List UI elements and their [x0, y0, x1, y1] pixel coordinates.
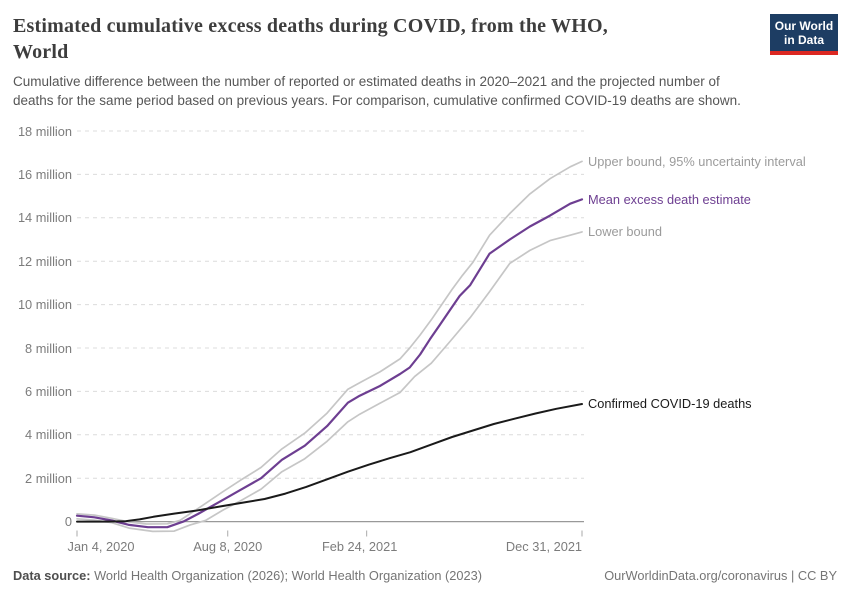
series-label-upper-bound-95-uncertainty-interval: Upper bound, 95% uncertainty interval [588, 153, 806, 169]
x-tick-label-jan-4-2020: Jan 4, 2020 [67, 539, 135, 554]
series-line-mean-excess-death-estimate [75, 198, 584, 529]
owid-logo-underline [770, 51, 838, 55]
y-tick-label-8-million: 8 million [25, 340, 72, 356]
x-tick-label-aug-8-2020: Aug 8, 2020 [193, 539, 263, 554]
series-label-mean-excess-death-estimate: Mean excess death estimate [588, 191, 751, 207]
series-line-upper-bound-95-uncertainty-interval [76, 160, 583, 525]
y-tick-label-16-million: 16 million [17, 166, 72, 182]
y-tick-label-0: 0 [64, 514, 72, 530]
data-source-text: World Health Organization (2026); World … [90, 568, 482, 583]
chart-footer: Data source: World Health Organization (… [0, 564, 850, 590]
y-tick-label-12-million: 12 million [17, 253, 72, 269]
y-tick-label-14-million: 14 million [17, 210, 72, 226]
x-tick-label-dec-31-2021: Dec 31, 2021 [505, 539, 583, 554]
series-line-confirmed-covid-19-deaths [76, 403, 583, 523]
y-tick-label-2-million: 2 million [25, 470, 72, 486]
y-tick-label-6-million: 6 million [25, 383, 72, 399]
chart-title: Estimated cumulative excess deaths durin… [13, 15, 608, 63]
data-source-note: Data source: World Health Organization (… [13, 568, 482, 583]
owid-logo-text: Our World in Data [770, 14, 838, 51]
y-tick-label-4-million: 4 million [25, 427, 72, 443]
x-tick-label-feb-24-2021: Feb 24, 2021 [321, 539, 398, 554]
data-source-label: Data source: [13, 568, 91, 583]
series-label-lower-bound: Lower bound [588, 224, 662, 240]
series-line-lower-bound [76, 231, 583, 533]
y-tick-label-10-million: 10 million [17, 297, 72, 313]
owid-logo[interactable]: Our World in Data [770, 14, 838, 55]
y-tick-label-18-million: 18 million [17, 123, 72, 139]
series-label-confirmed-covid-19-deaths: Confirmed COVID-19 deaths [588, 396, 752, 412]
owid-url-license-link[interactable]: OurWorldinData.org/coronavirus | CC BY [604, 568, 837, 583]
chart-subtitle: Cumulative difference between the number… [13, 74, 741, 108]
